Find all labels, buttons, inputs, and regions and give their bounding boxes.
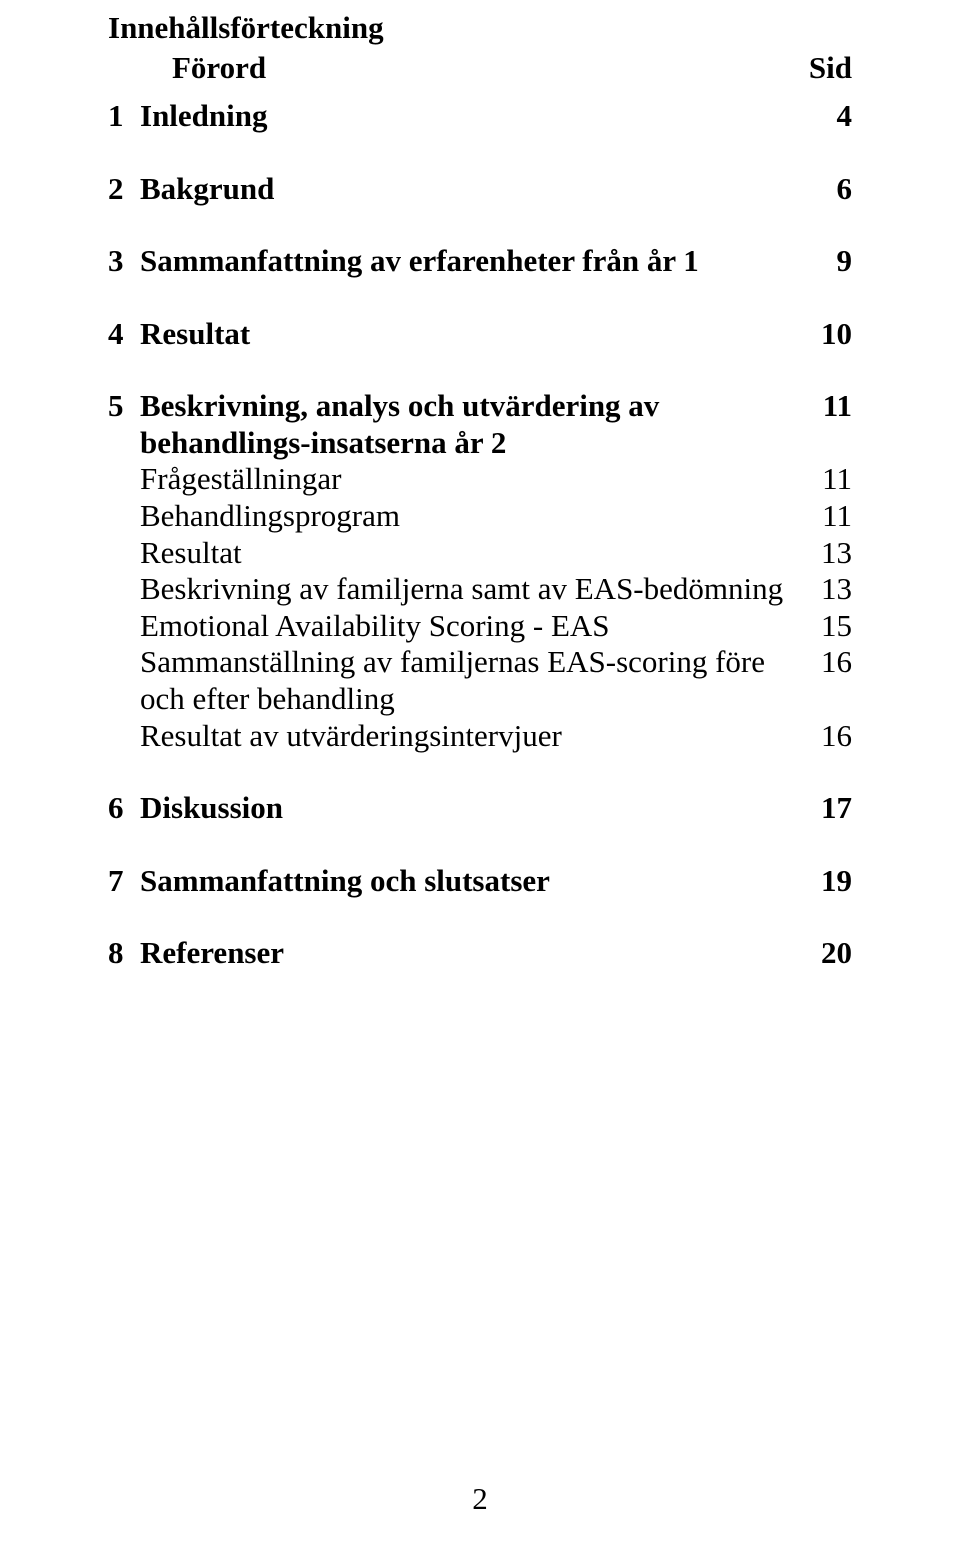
toc-subtitle: Emotional Availability Scoring - EAS bbox=[140, 608, 802, 645]
toc-entry: 4 Resultat 10 bbox=[108, 316, 852, 353]
toc-page: 6 bbox=[802, 171, 852, 208]
toc-page: 19 bbox=[802, 863, 852, 900]
toc-num: 1 bbox=[108, 98, 140, 135]
document-title: Innehållsförteckning bbox=[108, 10, 852, 46]
toc-entry: 2 Bakgrund 6 bbox=[108, 171, 852, 208]
toc-title: Referenser bbox=[140, 935, 802, 972]
spacer bbox=[108, 207, 852, 243]
spacer bbox=[108, 754, 852, 790]
page-number: 2 bbox=[0, 1481, 960, 1517]
toc-subpage: 16 bbox=[802, 644, 852, 681]
toc-subpage: 15 bbox=[802, 608, 852, 645]
toc-sublist: Frågeställningar 11 Behandlingsprogram 1… bbox=[140, 461, 852, 754]
toc-title: Sammanfattning av erfarenheter från år 1 bbox=[140, 243, 802, 280]
sid-label: Sid bbox=[809, 50, 852, 86]
toc-subtitle: Frågeställningar bbox=[140, 461, 802, 498]
toc-subentry: Resultat 13 bbox=[140, 535, 852, 572]
toc-subpage: 11 bbox=[802, 498, 852, 535]
toc-page: 9 bbox=[802, 243, 852, 280]
toc-num: 2 bbox=[108, 171, 140, 208]
toc-subpage: 16 bbox=[802, 718, 852, 755]
toc-page: 17 bbox=[802, 790, 852, 827]
toc-subtitle: Behandlingsprogram bbox=[140, 498, 802, 535]
toc-num: 5 bbox=[108, 388, 140, 425]
toc-title: Beskrivning, analys och utvärdering av b… bbox=[140, 388, 802, 461]
toc-subtitle: Beskrivning av familjerna samt av EAS-be… bbox=[140, 571, 802, 608]
toc-title: Sammanfattning och slutsatser bbox=[140, 863, 802, 900]
toc-page: 11 bbox=[802, 388, 852, 425]
forord-row: Förord Sid bbox=[108, 50, 852, 86]
toc-entry: 7 Sammanfattning och slutsatser 19 bbox=[108, 863, 852, 900]
toc-subentry: Resultat av utvärderingsintervjuer 16 bbox=[140, 718, 852, 755]
toc-entry: 6 Diskussion 17 bbox=[108, 790, 852, 827]
toc-entry: 5 Beskrivning, analys och utvärdering av… bbox=[108, 388, 852, 461]
toc-subpage: 13 bbox=[802, 571, 852, 608]
toc-subtitle: Sammanställning av familjernas EAS-scori… bbox=[140, 644, 802, 717]
toc-subentry: Beskrivning av familjerna samt av EAS-be… bbox=[140, 571, 852, 608]
toc-subpage: 13 bbox=[802, 535, 852, 572]
toc-subentry: Sammanställning av familjernas EAS-scori… bbox=[140, 644, 852, 717]
toc-entry: 1 Inledning 4 bbox=[108, 98, 852, 135]
toc-title: Inledning bbox=[140, 98, 802, 135]
toc-entry: 8 Referenser 20 bbox=[108, 935, 852, 972]
toc-subentry: Frågeställningar 11 bbox=[140, 461, 852, 498]
spacer bbox=[108, 899, 852, 935]
spacer bbox=[108, 135, 852, 171]
forord-label: Förord bbox=[172, 50, 266, 86]
toc-num: 4 bbox=[108, 316, 140, 353]
toc-num: 8 bbox=[108, 935, 140, 972]
spacer bbox=[108, 352, 852, 388]
toc-title: Bakgrund bbox=[140, 171, 802, 208]
toc-page: 20 bbox=[802, 935, 852, 972]
toc-page: 4 bbox=[802, 98, 852, 135]
toc-num: 3 bbox=[108, 243, 140, 280]
spacer bbox=[108, 280, 852, 316]
toc-subtitle: Resultat av utvärderingsintervjuer bbox=[140, 718, 802, 755]
toc-subtitle: Resultat bbox=[140, 535, 802, 572]
toc-subentry: Behandlingsprogram 11 bbox=[140, 498, 852, 535]
toc-title: Resultat bbox=[140, 316, 802, 353]
toc-subpage: 11 bbox=[802, 461, 852, 498]
page: Innehållsförteckning Förord Sid 1 Inledn… bbox=[0, 0, 960, 1557]
toc-title: Diskussion bbox=[140, 790, 802, 827]
toc-entry: 3 Sammanfattning av erfarenheter från år… bbox=[108, 243, 852, 280]
toc-page: 10 bbox=[802, 316, 852, 353]
spacer bbox=[108, 827, 852, 863]
toc-subentry: Emotional Availability Scoring - EAS 15 bbox=[140, 608, 852, 645]
toc-num: 7 bbox=[108, 863, 140, 900]
toc-num: 6 bbox=[108, 790, 140, 827]
